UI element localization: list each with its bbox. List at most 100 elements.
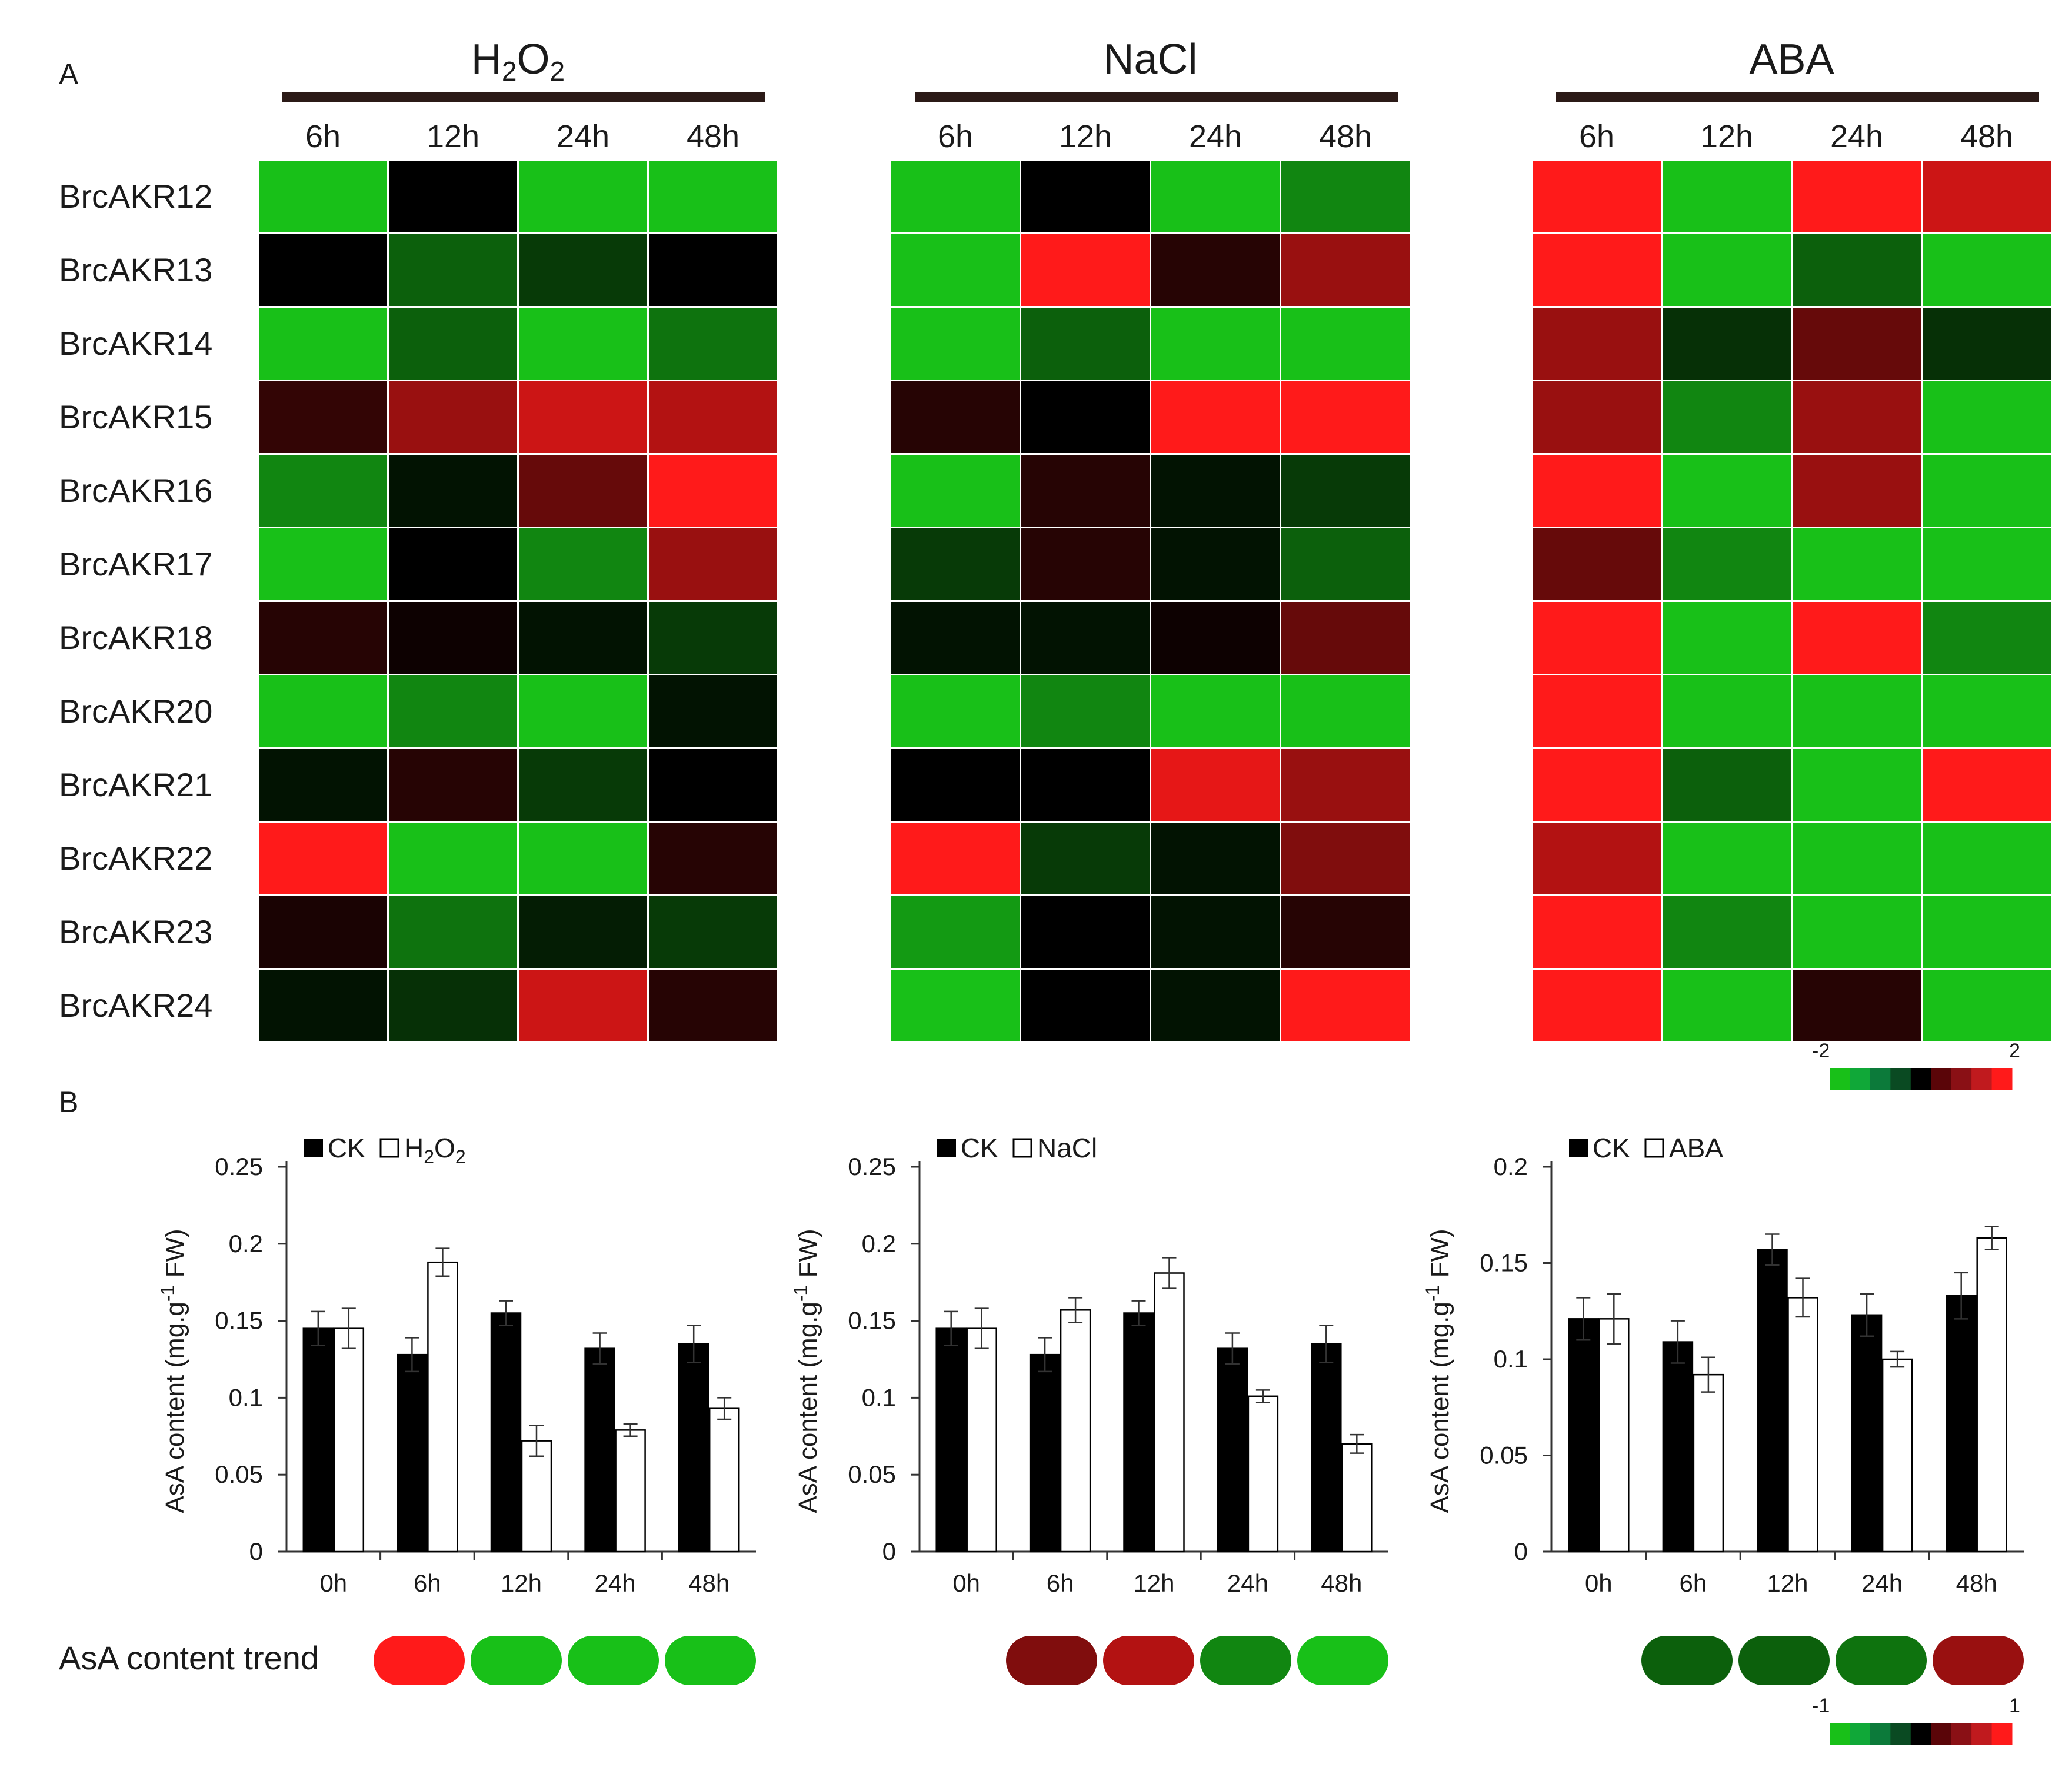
trend-color-legend: -1 1 [1812,1695,2020,1745]
heatmap-cell [259,528,387,600]
heatmap-cell [1281,602,1410,674]
heatmap-cell [1663,823,1791,894]
heatmap-cell [389,381,517,453]
y-label-main: AsA content (mg.g [794,1302,822,1513]
heatmap-cell [1151,381,1280,453]
column-label: 24h [557,119,609,154]
heatmap-cell [1281,381,1410,453]
title-part-h: H [471,36,502,83]
heatmap-cell [389,823,517,894]
legend-max-label: 2 [2009,1040,2020,1062]
heatmap-cell [1663,896,1791,968]
column-label: 6h [938,119,973,154]
bar-chart-aba: 0 0.05 0.1 0.15 0.2 AsA content (mg.g-1 FW) 0h… [1422,1133,2024,1597]
legend-h: H [404,1133,424,1163]
legend-swatch [1830,1068,1850,1090]
heatmap-cell [259,602,387,674]
trend-pill [1200,1636,1291,1685]
heatmap-cell [519,749,647,821]
trend-row-aba [1641,1636,2024,1685]
heatmap-cell [1151,675,1280,747]
row-label: BrcAKR21 [59,766,212,803]
heatmap-aba: ABA 6h 12h 24h 48h [1533,36,2051,1041]
heatmap-cell [1793,234,1921,306]
bar-treatment [333,1327,365,1553]
heatmap-cell [1793,970,1921,1041]
legend-swatch [1870,1723,1891,1745]
heatmap-cell [891,308,1020,380]
trend-pill [1641,1636,1733,1685]
heatmap-cell [389,308,517,380]
y-tick-label: 0.15 [1480,1249,1528,1277]
bar-treatment [1787,1297,1818,1553]
bar-ck [678,1343,709,1553]
legend-subscript: 2 [455,1146,466,1167]
heatmap-cell [389,675,517,747]
heatmap-cell [1281,528,1410,600]
trend-pill [1006,1636,1097,1685]
heatmap-row-labels: BrcAKR12 BrcAKR13 BrcAKR14 BrcAKR15 BrcAKR16… [59,178,212,1024]
bar-treatment [1154,1272,1185,1553]
heatmap-cell [1533,823,1661,894]
bar-treatment [1881,1358,1913,1553]
y-tick-label: 0.15 [215,1307,263,1335]
legend-treatment-swatch [1644,1138,1664,1158]
bar-treatment [1247,1395,1279,1553]
heatmap-cell [891,675,1020,747]
heatmap-cell [1151,161,1280,232]
bar-chart-nacl: 0 0.05 0.1 0.15 0.2 0.25 AsA content (mg.g-1 F… [790,1133,1388,1597]
row-label: BrcAKR20 [59,693,212,730]
legend-swatch [1951,1068,1972,1090]
heatmap-cell [259,308,387,380]
heatmap-cell [519,896,647,968]
legend-swatch [1951,1723,1972,1745]
title-underline [282,92,765,102]
heatmap-cell [259,823,387,894]
bar-treatment [708,1407,740,1553]
bar-treatment [1060,1309,1091,1553]
bar-treatment [1598,1318,1630,1553]
heatmap-cell [1793,455,1921,527]
heatmap-cell [1793,308,1921,380]
x-tick-label: 48h [1321,1569,1362,1597]
heatmap-cell [519,455,647,527]
bar-ck [1946,1295,1977,1553]
heatmap-cell [1793,602,1921,674]
panel-label-b: B [59,1086,78,1119]
row-label: BrcAKR16 [59,472,212,509]
heatmap-cell [1533,602,1661,674]
heatmap-cell [1663,234,1791,306]
heatmap-cell [1663,528,1791,600]
legend-swatch [1971,1723,1993,1745]
bar-ck [1568,1318,1599,1553]
heatmap-cell [1021,234,1150,306]
legend-treatment-swatch [379,1138,399,1158]
heatmap-cell [1923,896,2051,968]
heatmap-cell [649,234,777,306]
heatmap-cell [1663,749,1791,821]
legend-swatch [1971,1068,1993,1090]
y-label-unit: FW) [1425,1229,1454,1284]
heatmap-cell [1663,602,1791,674]
heatmap-cell [1793,749,1921,821]
legend-swatch [1890,1723,1911,1745]
legend-ck-label: CK [1593,1133,1630,1163]
bar-ck [302,1327,334,1553]
heatmap-cell [1793,823,1921,894]
heatmap-cell [519,381,647,453]
x-tick-label: 48h [688,1569,729,1597]
y-tick-label: 0.2 [862,1230,896,1257]
row-label: BrcAKR17 [59,545,212,583]
heatmap-cell [1281,896,1410,968]
legend-ck-swatch [304,1139,323,1157]
heatmap-cell [1533,161,1661,232]
y-label-main: AsA content (mg.g [1425,1302,1454,1513]
x-tick-label: 6h [1680,1569,1707,1597]
heatmap-cell [1021,308,1150,380]
heatmap-cell [1021,528,1150,600]
heatmap-cell [1533,455,1661,527]
heatmap-cell [1533,234,1661,306]
bar-ck [1311,1343,1342,1553]
y-label-main: AsA content (mg.g [161,1302,189,1513]
heatmap-cell [1281,749,1410,821]
